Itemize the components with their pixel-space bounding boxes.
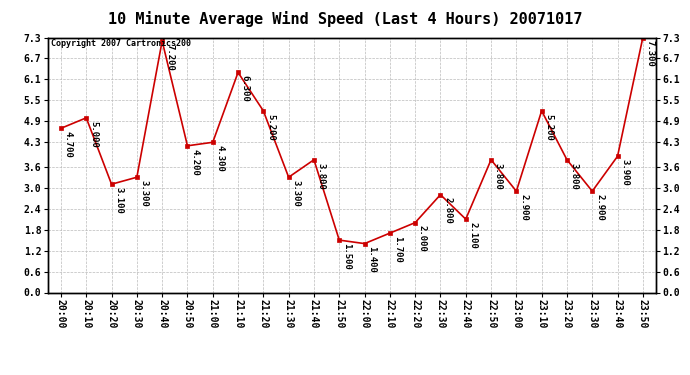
Text: 6.300: 6.300 <box>241 75 250 102</box>
Text: 4.300: 4.300 <box>215 145 224 172</box>
Text: 3.900: 3.900 <box>620 159 629 186</box>
Text: 4.200: 4.200 <box>190 148 199 176</box>
Text: 2.000: 2.000 <box>418 225 427 252</box>
Text: 2.100: 2.100 <box>469 222 477 249</box>
Text: 3.100: 3.100 <box>115 187 124 214</box>
Text: 2.900: 2.900 <box>595 194 604 221</box>
Text: 3.300: 3.300 <box>139 180 148 207</box>
Text: 7.300: 7.300 <box>646 40 655 67</box>
Text: 3.800: 3.800 <box>317 162 326 189</box>
Text: 7.200: 7.200 <box>165 44 174 70</box>
Text: 3.800: 3.800 <box>494 162 503 189</box>
Text: 5.200: 5.200 <box>544 114 553 141</box>
Text: 1.400: 1.400 <box>367 246 376 273</box>
Text: 2.800: 2.800 <box>443 198 452 224</box>
Text: 1.500: 1.500 <box>342 243 351 270</box>
Text: 5.000: 5.000 <box>89 121 98 147</box>
Text: 3.800: 3.800 <box>570 162 579 189</box>
Text: Copyright 2007 Cartronics200: Copyright 2007 Cartronics200 <box>51 39 191 48</box>
Text: 3.300: 3.300 <box>291 180 300 207</box>
Text: 10 Minute Average Wind Speed (Last 4 Hours) 20071017: 10 Minute Average Wind Speed (Last 4 Hou… <box>108 11 582 27</box>
Text: 2.900: 2.900 <box>519 194 528 221</box>
Text: 4.700: 4.700 <box>63 131 72 158</box>
Text: 5.200: 5.200 <box>266 114 275 141</box>
Text: 1.700: 1.700 <box>393 236 402 263</box>
